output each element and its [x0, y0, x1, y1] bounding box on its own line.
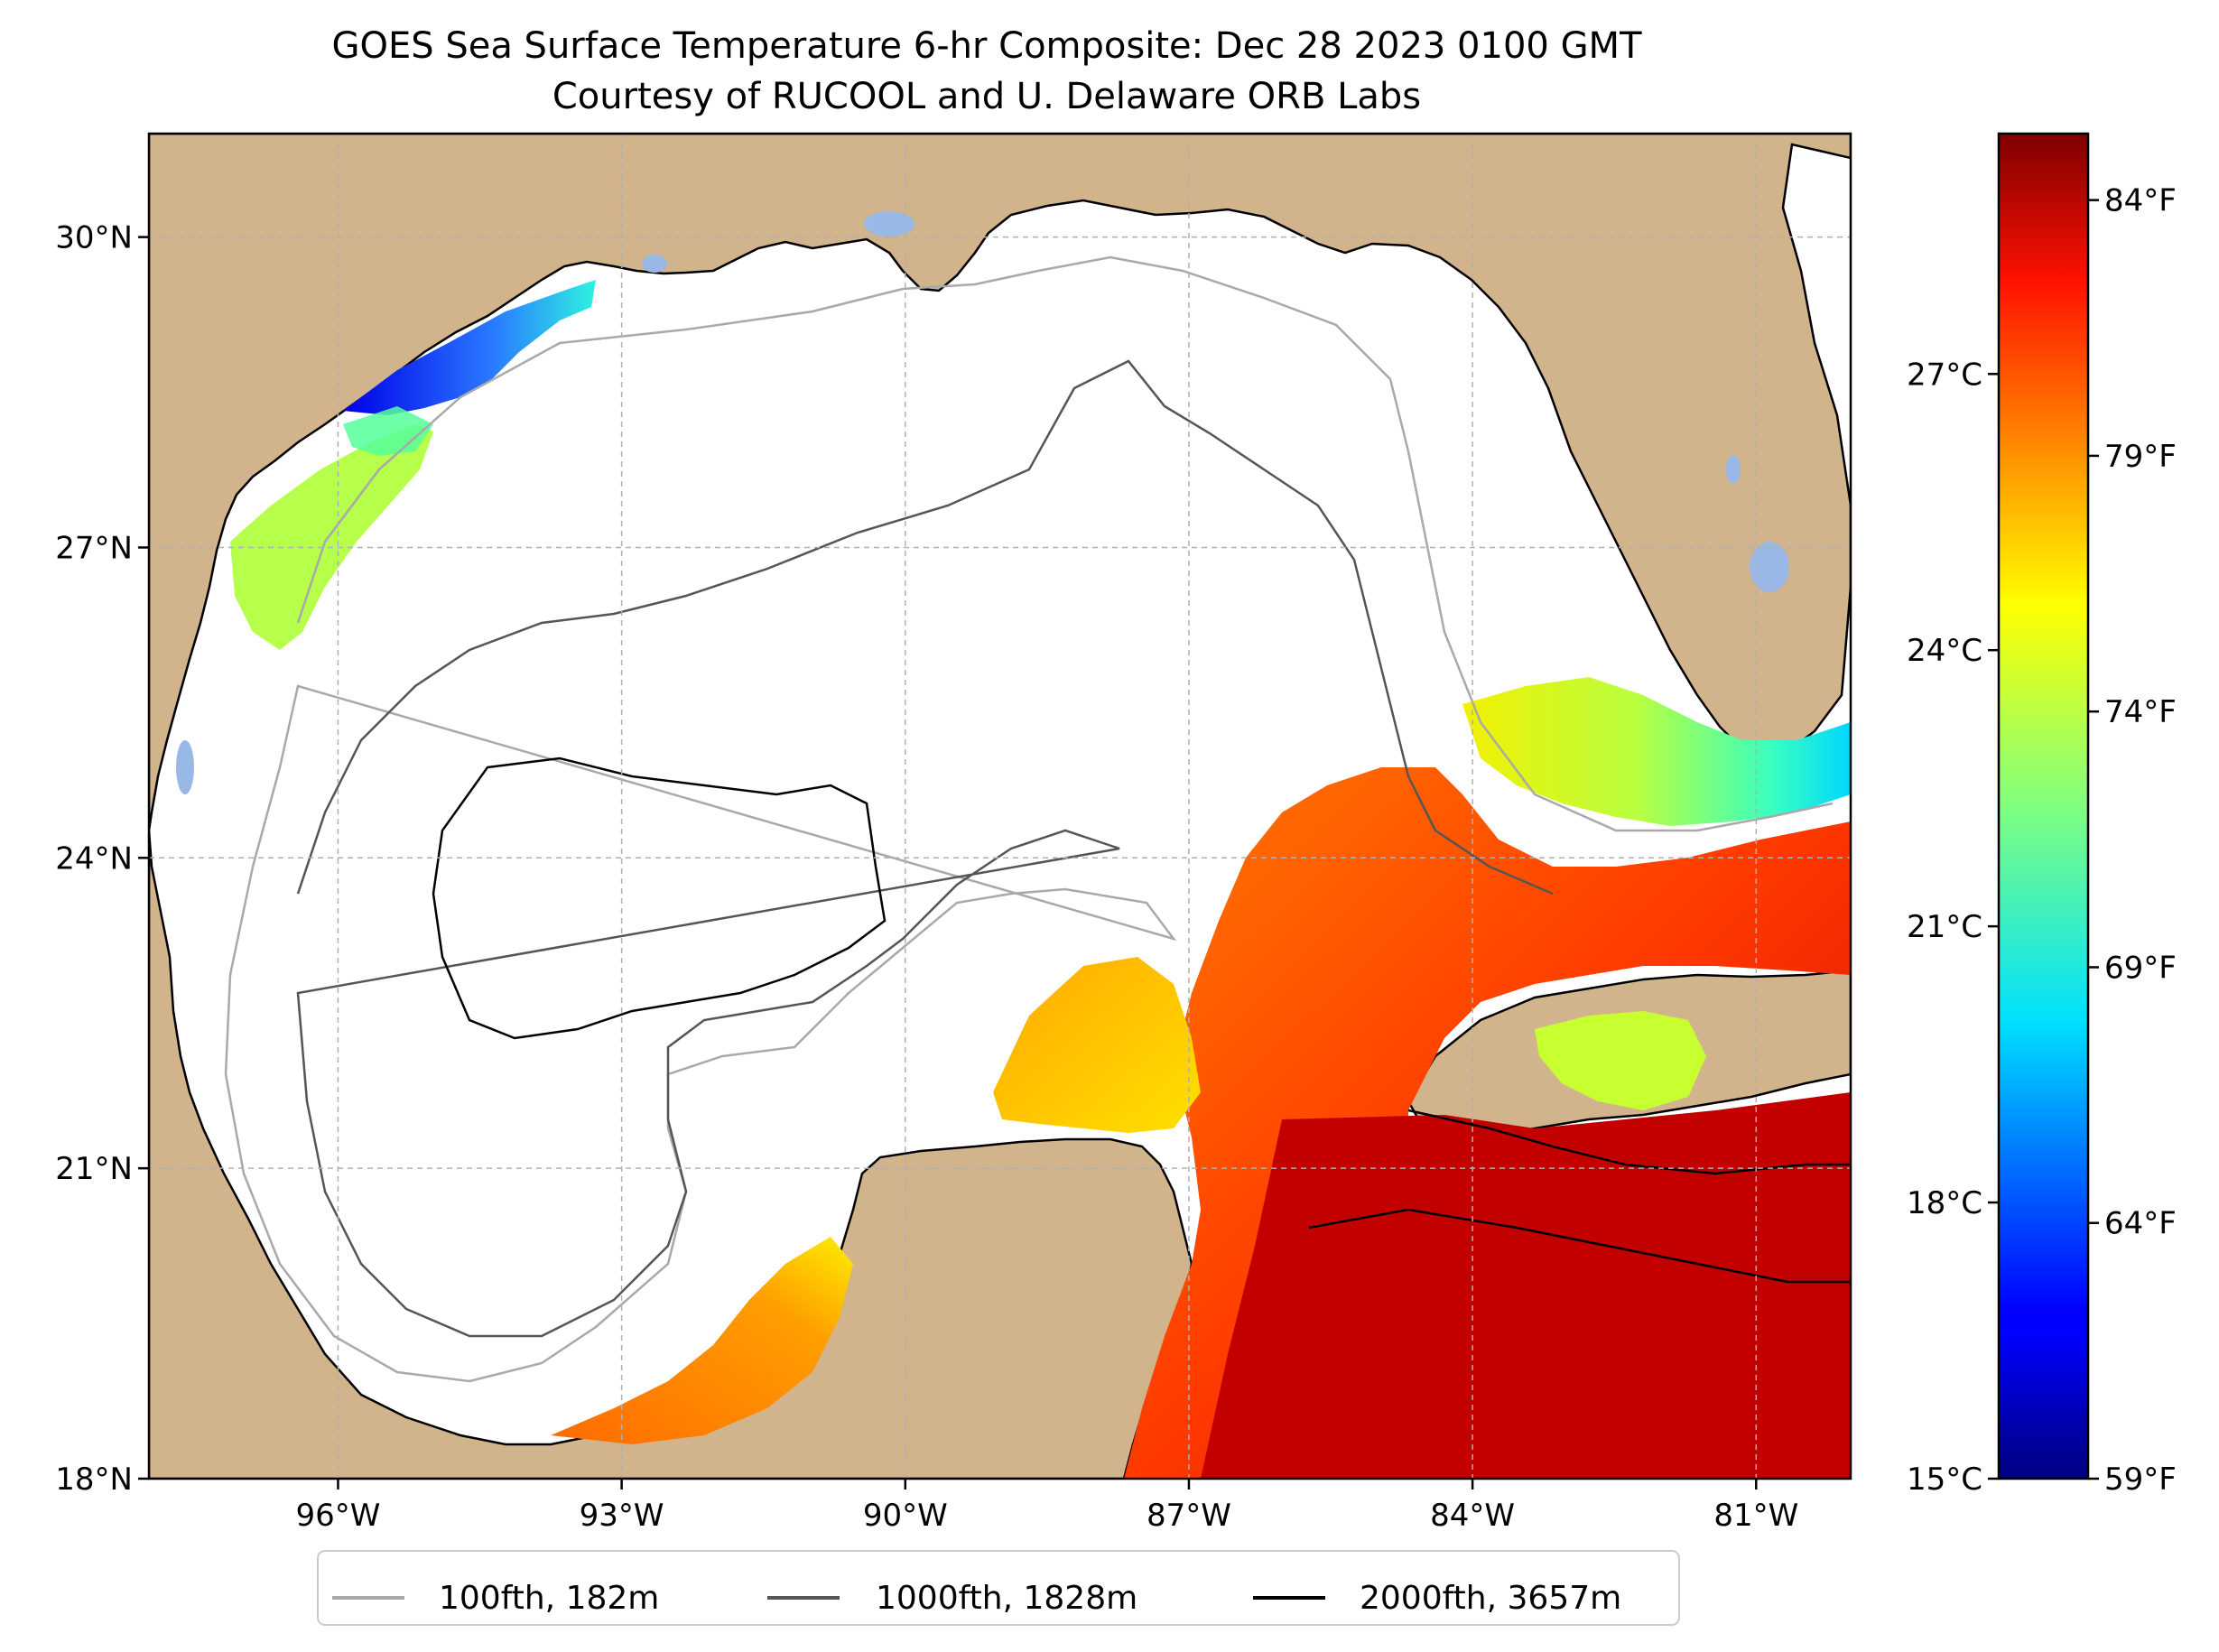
colorbar-celsius-label: 18°C	[1907, 1185, 1982, 1221]
legend-label-100fth: 100fth, 182m	[439, 1580, 659, 1617]
lon-tick-label: 93°W	[580, 1498, 664, 1534]
legend-label-2000fth: 2000fth, 3657m	[1360, 1580, 1621, 1617]
lake-pontchartrain	[864, 211, 915, 237]
lon-tick-label: 90°W	[863, 1498, 948, 1534]
sst-patch-florida-shelf	[1462, 677, 1851, 826]
lon-tick-label: 81°W	[1713, 1498, 1798, 1534]
map-panel	[149, 134, 1851, 1479]
colorbar-celsius-label: 15°C	[1907, 1462, 1982, 1498]
lat-tick-label: 27°N	[55, 530, 133, 566]
lat-tick-label: 24°N	[55, 840, 133, 877]
lat-tick-label: 18°N	[55, 1462, 133, 1498]
contour-1000fth	[296, 359, 1554, 1338]
lake-sabine	[642, 255, 667, 273]
lon-tick-label: 87°W	[1147, 1498, 1231, 1534]
colorbar-fahrenheit-ticks: 84°F 79°F 74°F 69°F 64°F 59°F	[2088, 183, 2177, 1498]
sst-patch-texas-shelf-cold	[343, 280, 596, 415]
lake-mexico-coast	[176, 740, 194, 794]
legend-label-1000fth: 1000fth, 1828m	[876, 1580, 1137, 1617]
lat-tick-group: 30°N 27°N 24°N 21°N 18°N	[55, 220, 149, 1498]
legend: 100fth, 182m 1000fth, 1828m 2000fth, 365…	[317, 1550, 1680, 1626]
colorbar-celsius-label: 24°C	[1907, 633, 1982, 669]
colorbar-celsius-label: 27°C	[1907, 357, 1982, 393]
colorbar-fahrenheit-label: 64°F	[2104, 1206, 2177, 1242]
colorbar-fahrenheit-label: 59°F	[2104, 1462, 2177, 1498]
lake-central-fl	[1726, 455, 1741, 484]
colorbar-fahrenheit-label: 69°F	[2104, 950, 2177, 986]
sst-patch-campeche-shelf	[551, 1237, 853, 1444]
colorbar-gradient	[1997, 132, 2090, 1480]
sst-patch-caribbean-deep-red	[1201, 1092, 1851, 1479]
sst-patch-yucatan-shelf	[993, 957, 1201, 1133]
colorbar-celsius-label: 21°C	[1907, 909, 1982, 945]
sst-patch-texas-shelf-green	[343, 406, 433, 456]
legend-box	[317, 1550, 1680, 1626]
lon-tick-label: 96°W	[295, 1498, 380, 1534]
lon-tick-label: 84°W	[1430, 1498, 1515, 1534]
contour-2000fth	[432, 756, 1851, 1284]
map-frame	[147, 132, 1852, 1480]
colorbar-fahrenheit-label: 84°F	[2104, 183, 2177, 219]
lon-tick-group: 96°W 93°W 90°W 87°W 84°W 81°W	[295, 1479, 1798, 1534]
sst-patch-texas-shelf-mid	[230, 424, 433, 650]
lake-okeechobee	[1750, 542, 1789, 592]
sst-patch-cuba-shelf	[1535, 1011, 1706, 1110]
colorbar-fahrenheit-label: 74°F	[2104, 694, 2177, 730]
title-line-1: GOES Sea Surface Temperature 6-hr Compos…	[331, 25, 1642, 67]
lat-tick-label: 21°N	[55, 1151, 133, 1187]
colorbar: 27°C 24°C 21°C 18°C 15°C 84°F 79°F 74°F 69°F 64°…	[1907, 132, 2177, 1498]
contour-100fth	[224, 255, 1834, 1383]
lat-tick-label: 30°N	[55, 220, 133, 256]
colorbar-celsius-ticks: 27°C 24°C 21°C 18°C 15°C	[1907, 357, 1999, 1498]
title-line-2: Courtesy of RUCOOL and U. Delaware ORB L…	[552, 76, 1421, 117]
colorbar-fahrenheit-label: 79°F	[2104, 439, 2177, 475]
